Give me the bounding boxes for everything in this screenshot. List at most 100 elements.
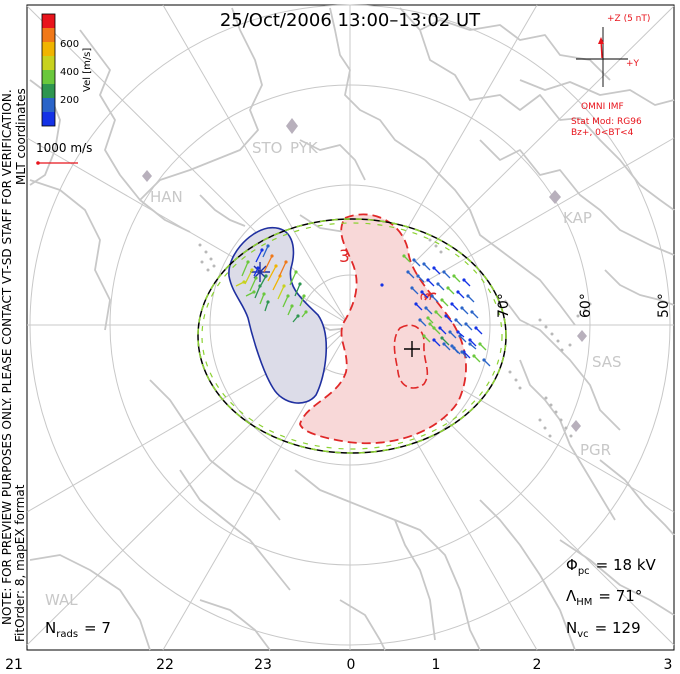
velocity-vector bbox=[235, 281, 245, 287]
velocity-vector bbox=[445, 315, 453, 323]
velocity-vector bbox=[423, 263, 431, 271]
convection-cells: 3 3 bbox=[228, 213, 467, 445]
velocity-vector bbox=[469, 339, 477, 347]
velocity-vector bbox=[254, 285, 261, 299]
velocity-vector bbox=[255, 249, 263, 263]
imf-plus-z: +Z (5 nT) bbox=[607, 14, 650, 24]
velocity-vector bbox=[403, 255, 411, 263]
velocity-vector bbox=[455, 319, 463, 327]
velocity-vector bbox=[245, 291, 255, 297]
velocity-vector bbox=[253, 267, 259, 277]
colorbar-tick-600: 600 bbox=[60, 39, 79, 50]
velocity-vector bbox=[294, 283, 301, 297]
velocity-vector bbox=[292, 315, 299, 323]
velocity-vector bbox=[479, 343, 487, 351]
imf-source: OMNI IMF bbox=[581, 102, 624, 112]
imf-condition: Bz+, 0<BT<4 bbox=[571, 128, 634, 138]
coordinate-label: MLT coordinates bbox=[14, 88, 28, 185]
velocity-vector bbox=[249, 277, 257, 292]
phi-pc-stat: Φpc = 18 kV bbox=[566, 556, 657, 577]
velocity-vector bbox=[451, 303, 459, 311]
velocity-vector bbox=[241, 261, 249, 277]
velocity-vector bbox=[435, 311, 443, 319]
velocity-vector bbox=[427, 279, 435, 287]
velocity-vector bbox=[287, 305, 293, 316]
cell-minimum-marker bbox=[250, 262, 270, 282]
velocity-vector bbox=[407, 271, 415, 279]
station-label-sto: STO bbox=[252, 139, 283, 157]
mlt-label-23: 23 bbox=[254, 657, 272, 673]
velocity-vector bbox=[262, 245, 269, 258]
mlt-label-3: 3 bbox=[664, 657, 673, 673]
velocity-vector bbox=[451, 345, 459, 354]
velocity-vector bbox=[267, 265, 277, 282]
velocity-vector bbox=[419, 319, 427, 327]
velocity-vector bbox=[475, 327, 483, 335]
contour-arc bbox=[424, 292, 437, 301]
mlt-label-21: 21 bbox=[5, 657, 23, 673]
velocity-vector bbox=[469, 343, 477, 350]
velocity-vector bbox=[467, 295, 475, 303]
n-vc-stat: Nvc = 129 bbox=[566, 619, 641, 640]
n-rads-stat: Nrads = 7 bbox=[45, 619, 111, 640]
contour-label: 3 bbox=[339, 247, 350, 267]
cell-maximum-marker bbox=[404, 341, 420, 357]
stats: Φpc = 18 kV ΛHM = 71° Nvc = 129 Nrads = 7 bbox=[45, 556, 657, 640]
negative-cell bbox=[228, 227, 328, 404]
velocity-vector bbox=[441, 299, 449, 307]
velocity-vector bbox=[441, 337, 450, 346]
velocity-vector bbox=[461, 307, 469, 315]
station-label-pgr: PGR bbox=[580, 441, 611, 459]
velocity-vector bbox=[447, 287, 455, 295]
velocity-vector bbox=[244, 269, 253, 285]
velocity-vector bbox=[459, 335, 467, 343]
velocity-vector bbox=[471, 311, 479, 319]
mlt-label-22: 22 bbox=[156, 657, 174, 673]
velocity-vector bbox=[461, 351, 468, 359]
velocity-vector bbox=[443, 271, 451, 279]
station-label-kap: KAP bbox=[563, 209, 592, 227]
station-labels: STO PYK HAN KAP SAS PGR WAL bbox=[45, 139, 622, 609]
latitude-label-70: 70° bbox=[496, 293, 512, 318]
station-label-han: HAN bbox=[150, 188, 183, 206]
map-title: 25/Oct/2006 13:00–13:02 UT bbox=[220, 10, 481, 31]
velocity-vector bbox=[433, 339, 441, 347]
velocity-vector bbox=[423, 335, 431, 343]
velocity-vector bbox=[439, 327, 447, 335]
colorbar-label: Vel [m/s] bbox=[82, 48, 93, 92]
velocity-vector bbox=[457, 331, 465, 338]
station-label-pyk: PYK bbox=[290, 139, 319, 157]
fit-order: FitOrder: 8, mapEX format bbox=[13, 484, 27, 642]
velocity-vector bbox=[437, 283, 445, 291]
velocity-vector bbox=[473, 355, 481, 363]
velocity-vector bbox=[465, 323, 473, 331]
imf-plus-y: +Y bbox=[626, 59, 640, 69]
velocity-vector bbox=[457, 291, 465, 299]
latitude-label-60: 60° bbox=[578, 293, 594, 318]
stations bbox=[142, 118, 587, 432]
mlt-label-1: 1 bbox=[432, 657, 441, 673]
colorbar-tick-400: 400 bbox=[60, 67, 79, 78]
lambda-hm-stat: ΛHM = 71° bbox=[566, 587, 642, 608]
preview-note: NOTE: FOR PREVIEW PURPOSES ONLY. PLEASE … bbox=[0, 89, 14, 625]
velocity-vector bbox=[425, 307, 433, 315]
velocity-vector bbox=[411, 287, 419, 295]
mlt-label-2: 2 bbox=[533, 657, 542, 673]
velocity-vector bbox=[272, 275, 281, 291]
velocity-vector bbox=[449, 331, 457, 339]
velocity-vector bbox=[282, 295, 289, 308]
velocity-vector bbox=[278, 261, 287, 278]
velocity-vector bbox=[433, 267, 441, 275]
mlt-label-0: 0 bbox=[347, 657, 356, 673]
velocity-vectors bbox=[235, 244, 491, 367]
velocity-vector bbox=[277, 285, 285, 300]
velocity-vector bbox=[427, 317, 434, 324]
positive-cell bbox=[299, 213, 467, 445]
velocity-vector bbox=[289, 271, 297, 286]
radar-echo-dots bbox=[198, 238, 592, 438]
hm-boundary bbox=[197, 218, 507, 454]
velocity-vector bbox=[421, 291, 429, 299]
velocity-vector bbox=[299, 295, 305, 307]
velocity-vector bbox=[463, 351, 471, 359]
